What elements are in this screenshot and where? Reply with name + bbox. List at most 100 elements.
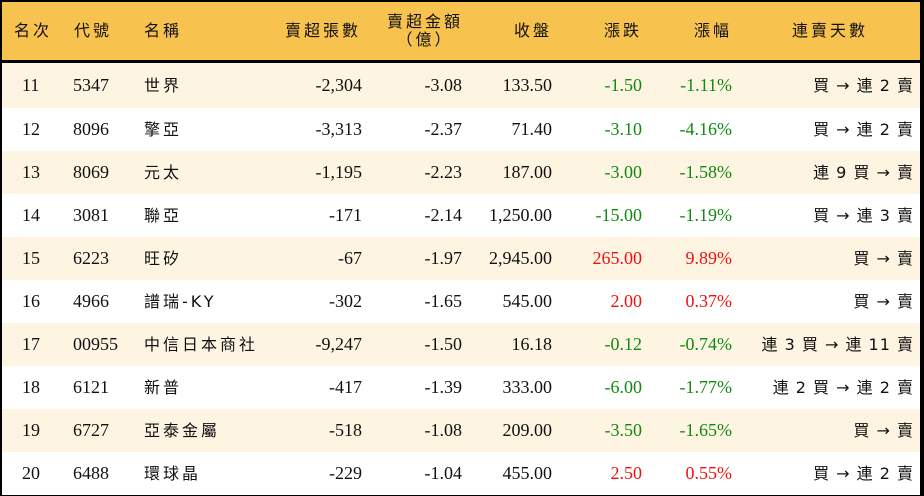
cell-name: 中信日本商社: [144, 335, 259, 354]
table-row: 16 4966 譜瑞-KY -302 -1.65 545.00 2.00 0.3…: [2, 280, 920, 323]
cell-code: 6727: [73, 420, 109, 440]
cell-code: 5347: [73, 75, 109, 95]
header-change-pct: 漲幅: [694, 21, 733, 40]
cell-close: 545.00: [502, 291, 553, 311]
table-row: 18 6121 新普 -417 -1.39 333.00 -6.00 -1.77…: [2, 366, 920, 409]
cell-name: 世界: [144, 76, 183, 95]
cell-code: 6488: [73, 463, 109, 483]
cell-change-pct: -1.77%: [679, 377, 733, 397]
header-sell-shares: 賣超張數: [285, 21, 362, 40]
cell-rank: 19: [22, 420, 40, 440]
cell-change-pct: -4.16%: [679, 119, 733, 139]
cell-close: 16.18: [511, 334, 553, 354]
cell-sell-shares: -3,313: [315, 119, 363, 139]
cell-code: 6223: [73, 248, 109, 268]
table-row: 13 8069 元太 -1,195 -2.23 187.00 -3.00 -1.…: [2, 151, 920, 194]
cell-streak: 買 → 連 2 賣: [813, 120, 914, 139]
header-divider: [2, 60, 920, 63]
cell-rank: 13: [22, 162, 40, 182]
header-close: 收盤: [514, 21, 553, 40]
cell-code: 6121: [73, 377, 109, 397]
cell-code: 4966: [73, 291, 109, 311]
cell-name: 旺矽: [144, 249, 183, 268]
cell-change: -3.10: [604, 119, 643, 139]
header-code: 代號: [74, 21, 113, 40]
cell-name: 擎亞: [144, 120, 183, 139]
cell-sell-amount: -1.04: [424, 463, 463, 483]
header-name: 名稱: [144, 21, 183, 40]
cell-sell-amount: -2.37: [424, 119, 463, 139]
cell-rank: 15: [22, 248, 40, 268]
header-rank: 名次: [14, 21, 53, 40]
table-row: 11 5347 世界 -2,304 -3.08 133.50 -1.50 -1.…: [2, 63, 920, 108]
cell-sell-shares: -417: [329, 377, 362, 397]
table-row: 20 6488 環球晶 -229 -1.04 455.00 2.50 0.55%…: [2, 452, 920, 495]
cell-name: 譜瑞-KY: [144, 292, 217, 311]
cell-streak: 買 → 連 2 賣: [813, 464, 914, 483]
cell-rank: 12: [22, 119, 40, 139]
cell-sell-amount: -1.08: [424, 420, 463, 440]
cell-name: 聯亞: [144, 206, 183, 225]
table-header: 名次 代號 名稱 賣超張數 賣超金額 （億） 收盤 漲跌 漲幅 連賣天數: [2, 2, 920, 60]
cell-sell-amount: -2.23: [424, 162, 463, 182]
cell-sell-amount: -1.97: [424, 248, 463, 268]
cell-name: 元太: [144, 163, 183, 182]
cell-sell-amount: -2.14: [424, 205, 463, 225]
cell-close: 133.50: [502, 75, 553, 95]
table-row: 17 00955 中信日本商社 -9,247 -1.50 16.18 -0.12…: [2, 323, 920, 366]
cell-change-pct: -1.11%: [680, 75, 732, 95]
cell-code: 3081: [73, 205, 109, 225]
cell-change-pct: 0.55%: [685, 463, 733, 483]
header-change: 漲跌: [604, 21, 643, 40]
cell-close: 1,250.00: [489, 205, 552, 225]
cell-change: -1.50: [604, 75, 643, 95]
cell-name: 亞泰金屬: [144, 421, 221, 440]
header-sell-amount-line1: 賣超金額: [386, 12, 463, 31]
cell-sell-amount: -1.65: [424, 291, 463, 311]
cell-streak: 買 → 連 2 賣: [813, 76, 914, 95]
cell-change: -6.00: [604, 377, 643, 397]
cell-sell-shares: -518: [329, 420, 362, 440]
header-streak: 連賣天數: [792, 21, 869, 40]
cell-close: 209.00: [502, 420, 553, 440]
cell-rank: 11: [22, 75, 40, 95]
cell-streak: 買 → 連 3 賣: [813, 206, 914, 225]
cell-change-pct: -0.74%: [679, 334, 733, 354]
cell-sell-shares: -67: [338, 248, 362, 268]
cell-rank: 18: [22, 377, 40, 397]
table-row: 15 6223 旺矽 -67 -1.97 2,945.00 265.00 9.8…: [2, 237, 920, 280]
cell-name: 環球晶: [144, 464, 202, 483]
cell-change-pct: -1.65%: [679, 420, 733, 440]
cell-close: 187.00: [502, 162, 553, 182]
cell-streak: 買 → 賣: [853, 249, 914, 268]
cell-code: 00955: [73, 334, 118, 354]
cell-name: 新普: [144, 378, 183, 397]
cell-change: -3.50: [604, 420, 643, 440]
cell-streak: 買 → 賣: [853, 292, 914, 311]
cell-streak: 連 9 買 → 賣: [813, 163, 914, 182]
cell-change: 2.50: [610, 463, 643, 483]
cell-rank: 16: [22, 291, 40, 311]
cell-sell-amount: -1.39: [424, 377, 463, 397]
cell-sell-shares: -229: [329, 463, 362, 483]
cell-streak: 買 → 賣: [853, 421, 914, 440]
cell-change-pct: 9.89%: [685, 248, 733, 268]
table-row: 19 6727 亞泰金屬 -518 -1.08 209.00 -3.50 -1.…: [2, 409, 920, 452]
cell-sell-shares: -171: [329, 205, 362, 225]
cell-close: 2,945.00: [489, 248, 552, 268]
cell-close: 455.00: [502, 463, 553, 483]
cell-code: 8096: [73, 119, 109, 139]
cell-close: 71.40: [511, 119, 553, 139]
cell-rank: 17: [22, 334, 40, 354]
cell-change: 265.00: [592, 248, 643, 268]
table-row: 12 8096 擎亞 -3,313 -2.37 71.40 -3.10 -4.1…: [2, 108, 920, 151]
cell-streak: 連 2 買 → 連 2 賣: [772, 378, 914, 397]
cell-change-pct: -1.58%: [679, 162, 733, 182]
header-sell-amount: 賣超金額 （億）: [380, 2, 470, 60]
cell-sell-shares: -2,304: [315, 75, 363, 95]
cell-code: 8069: [73, 162, 109, 182]
cell-change: -3.00: [604, 162, 643, 182]
table-row: 14 3081 聯亞 -171 -2.14 1,250.00 -15.00 -1…: [2, 194, 920, 237]
cell-sell-shares: -302: [329, 291, 362, 311]
cell-rank: 14: [22, 205, 40, 225]
